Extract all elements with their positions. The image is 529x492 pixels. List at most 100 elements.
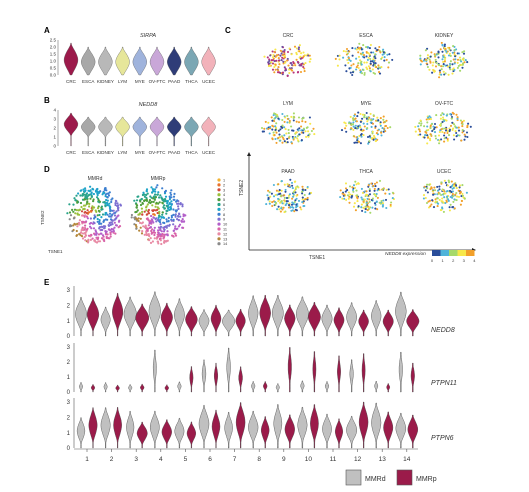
tsne-cell-point xyxy=(444,192,447,195)
tsne-cell-point xyxy=(279,210,282,213)
tsne-cluster-point xyxy=(169,191,172,194)
tsne-cluster-point xyxy=(156,211,159,215)
tsne-cell-point xyxy=(451,190,454,193)
tsne-cell-point xyxy=(448,209,451,212)
tsne-cluster-point xyxy=(154,193,157,196)
tsne-cell-point xyxy=(447,73,450,76)
tsne-cell-point xyxy=(424,189,427,192)
tsne-map-title: PAAD xyxy=(281,169,295,175)
tsne-cell-point xyxy=(305,135,308,138)
tsne-cell-point xyxy=(444,72,447,75)
tsne-cell-point xyxy=(441,116,445,119)
tsne-cell-point xyxy=(368,47,371,50)
tsne-cluster-point xyxy=(74,212,77,215)
panel-label-c: C xyxy=(225,26,231,35)
tsne-cluster-point xyxy=(152,221,155,224)
violin-cluster-6-mmrd xyxy=(201,359,207,393)
tsne-cell-point xyxy=(414,130,417,133)
tsne-cell-point xyxy=(280,135,284,138)
tsne-cluster-point xyxy=(106,213,109,216)
tsne-map-title: LYM xyxy=(283,101,293,107)
tsne-cluster-point xyxy=(182,220,185,223)
tsne-cell-point xyxy=(417,125,420,128)
cluster-legend-dot xyxy=(217,232,221,236)
tsne-cell-point xyxy=(447,198,450,201)
tsne-cluster-point xyxy=(172,213,175,216)
legend-label-mmrp: MMRp xyxy=(416,476,437,483)
tsne-cluster-point xyxy=(93,206,96,209)
tsne-cluster-point xyxy=(87,211,90,214)
tsne-cell-point xyxy=(432,61,435,64)
tsne-cell-point xyxy=(372,51,375,54)
tsne-cluster-point xyxy=(145,209,148,212)
tsne-cell-point xyxy=(267,121,270,124)
violin-cluster-12-mmrp xyxy=(358,401,369,449)
tsne-cluster-point xyxy=(135,199,139,202)
tsne-cell-point xyxy=(302,51,305,54)
tsne-cell-point xyxy=(360,206,363,209)
panel-e-gene-ptpn11: PTPN11 xyxy=(431,380,457,387)
violin-cluster-7-mmrp xyxy=(235,402,246,449)
violin-cluster-2-mmrp xyxy=(115,384,120,393)
tsne-cell-point xyxy=(300,139,303,142)
tsne-cell-point xyxy=(388,53,391,56)
tsne-cell-point xyxy=(347,61,350,64)
tsne-map-title: UCEC xyxy=(437,169,452,175)
tsne-cluster-point xyxy=(166,230,169,233)
tsne-cell-point xyxy=(429,61,432,64)
tsne-cell-point xyxy=(290,115,293,118)
panel-e-cluster-label: 14 xyxy=(403,456,411,463)
tsne-cell-point xyxy=(448,181,451,184)
panel-c: CRC ESCA KIDNEY LYM MYE OV-FTC PAAD THCA UCEC TS… xyxy=(239,33,476,263)
tsne-cell-point xyxy=(461,63,464,66)
tsne-cell-point xyxy=(461,184,464,187)
tsne-cluster-point xyxy=(102,238,105,241)
tsne-cell-point xyxy=(419,119,422,122)
b-y-tick-label: 0 xyxy=(53,144,56,149)
tsne-cluster-point xyxy=(172,229,175,232)
tsne-cell-point xyxy=(291,184,294,187)
tsne-cell-point xyxy=(283,140,286,143)
tsne-cell-point xyxy=(363,73,366,76)
tsne-cell-point xyxy=(295,47,298,50)
tsne-cell-point xyxy=(445,119,448,122)
tsne-cell-point xyxy=(437,56,440,59)
tsne-cell-point xyxy=(300,129,303,132)
tsne-cell-point xyxy=(387,188,390,191)
tsne-cell-point xyxy=(353,114,356,117)
tsne-cell-point xyxy=(361,117,364,120)
violin-cluster-1-mmrp xyxy=(88,407,98,449)
tsne-cell-point xyxy=(280,189,283,192)
tsne-cell-point xyxy=(383,59,386,62)
tsne-cell-point xyxy=(430,123,433,126)
tsne-cluster-point xyxy=(166,199,169,203)
cluster-legend-dot xyxy=(217,183,221,187)
tsne-cell-point xyxy=(278,189,281,192)
tsne-cell-point xyxy=(356,200,359,203)
violin-cluster-3-mmrd xyxy=(126,410,135,449)
tsne-cell-point xyxy=(371,132,374,135)
tsne-cluster-point xyxy=(139,200,142,203)
tsne-cell-point xyxy=(292,191,295,194)
tsne-cell-point xyxy=(282,60,285,63)
tsne-cluster-point xyxy=(113,218,116,221)
tsne-cell-point xyxy=(283,200,286,203)
tsne-cell-point xyxy=(364,211,367,214)
a-y-tick-label: 0.0 xyxy=(50,73,57,78)
tsne-cluster-point xyxy=(112,231,115,234)
panel-c-y-label: TSNE2 xyxy=(239,180,245,196)
tsne-cell-point xyxy=(456,58,460,61)
tsne-cell-point xyxy=(309,58,312,61)
tsne-cluster-point xyxy=(94,240,97,243)
tsne-cluster-point xyxy=(175,200,178,203)
tsne-cluster-point xyxy=(81,232,85,235)
tsne-cluster-point xyxy=(80,205,83,209)
panel-e-y-tick-label: 1 xyxy=(67,319,71,325)
tsne-cluster-point xyxy=(94,229,97,232)
tsne-cell-point xyxy=(346,52,349,55)
tsne-cluster-point xyxy=(100,222,103,225)
tsne-cluster-point xyxy=(139,217,142,220)
tsne-cell-point xyxy=(355,68,358,71)
tsne-cell-point xyxy=(443,137,446,140)
tsne-map-title: OV-FTC xyxy=(435,101,454,107)
